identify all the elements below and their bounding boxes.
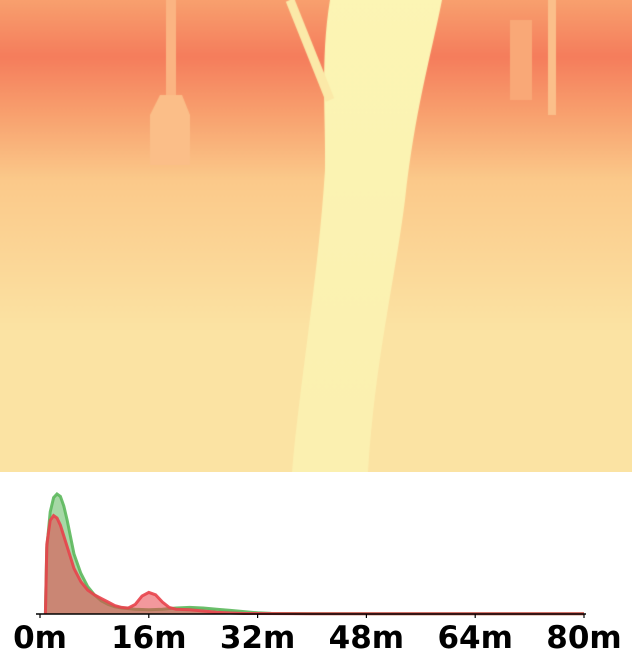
tick-layer: 0m 16m 32m 48m 64m 80m (13, 614, 622, 656)
series-layer (43, 492, 584, 616)
x-tick-label: 0m (13, 620, 67, 656)
series-0-area (45, 494, 584, 614)
x-tick-label: 32m (220, 620, 295, 656)
depth-distribution-chart: 0m 16m 32m 48m 64m 80m (13, 492, 622, 656)
x-tick-label: 48m (329, 620, 404, 656)
series-1-area (45, 515, 584, 614)
x-tick-label: 80m (546, 620, 621, 656)
series-0-line (43, 492, 584, 616)
series-1-line (43, 513, 584, 616)
x-tick-label: 64m (437, 620, 512, 656)
depth-map-image (0, 0, 632, 472)
x-tick-label: 16m (111, 620, 186, 656)
